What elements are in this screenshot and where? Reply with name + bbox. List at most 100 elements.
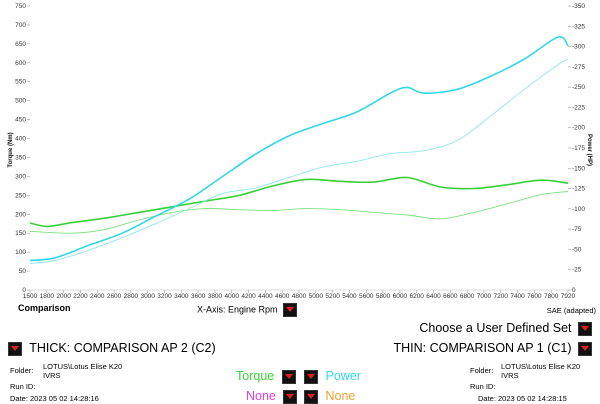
x-tick-label: 5000 [309,293,324,300]
left-tick-label: 0 [22,287,26,294]
series-line-power-thin-c1 [29,58,569,264]
left-run-id: Run ID: [10,382,36,391]
right-folder-label: Folder: [470,366,494,375]
left-axis-label: Torque (Nm) [8,132,14,167]
x-tick-label: 4200 [241,293,256,300]
thick-run-label: THICK: COMPARISON AP 2 (C2) [29,341,216,355]
none-2-dropdown-icon[interactable] [304,389,318,404]
x-axis-selector[interactable]: X-Axis: Engine Rpm [197,303,298,317]
x-tick-label: 5600 [359,293,374,300]
user-set-label: Choose a User Defined Set [419,321,572,335]
x-tick-label: 5200 [325,293,340,300]
x-tick-label: 7800 [544,293,559,300]
right-tick-label: -50 [572,246,582,253]
chart-series [29,35,569,264]
right-run-id: Run ID: [470,382,496,391]
torque-selector-label: Torque [236,369,275,383]
left-folder-path: LOTUS\Lotus Elise K20 IVRS [43,362,122,380]
thin-run-dropdown-icon[interactable] [578,341,592,356]
x-tick-label: 2400 [90,293,105,300]
series-line-torque-thick-c2 [29,176,569,228]
right-tick-label: -250 [572,84,585,91]
thick-run-selector[interactable]: THICK: COMPARISON AP 2 (C2) [8,341,216,356]
thin-run-selector[interactable]: THIN: COMPARISON AP 1 (C1) [393,341,592,356]
power-selector[interactable]: Power [304,369,361,384]
right-tick-label: -75 [572,226,582,233]
x-tick-label: 6400 [426,293,441,300]
thin-run-label: THIN: COMPARISON AP 1 (C1) [393,341,572,355]
x-tick-label: 6600 [443,293,458,300]
left-tick-label: 150 [15,230,26,237]
left-tick-label: 400 [15,136,26,143]
left-tick-label: 50 [19,268,27,275]
right-folder-path: LOTUS\Lotus Elise K20 IVRS [501,362,580,380]
sae-label: SAE (adapted) [546,306,596,315]
right-tick-label: -100 [572,206,585,213]
right-folder-line1: LOTUS\Lotus Elise K20 [501,362,581,371]
right-tick-label: -175 [572,145,585,152]
left-tick-label: 200 [15,211,26,218]
left-tick-label: 350 [15,154,26,161]
right-axis-label: Power (HP) [586,134,592,166]
left-folder-label: Folder: [10,366,34,375]
torque-dropdown-icon[interactable] [281,369,296,384]
left-folder-line2: IVRS [43,371,61,380]
right-tick-label: -300 [572,44,585,51]
chart-grid [27,5,571,293]
x-tick-label: 1500 [23,293,38,300]
x-tick-label: 7000 [477,293,492,300]
none-selector-1-label: None [246,389,276,403]
right-tick-label: -225 [572,104,585,111]
user-set-selector[interactable]: Choose a User Defined Set [419,321,592,336]
x-tick-label: 2600 [107,293,122,300]
x-tick-label: 3000 [140,293,155,300]
right-tick-label: 0 [572,287,576,294]
x-tick-label: 4600 [275,293,290,300]
none-selector-2-label: None [325,389,356,403]
left-tick-label: 600 [15,60,26,67]
x-axis-label: X-Axis: Engine Rpm [197,304,278,315]
x-tick-label: 7400 [510,293,525,300]
left-run-info: Folder: [10,366,33,375]
left-tick-label: 450 [15,117,26,124]
x-tick-label: 7200 [494,293,509,300]
x-tick-label: 2200 [73,293,88,300]
x-tick-label: 4000 [225,293,240,300]
power-dropdown-icon[interactable] [304,369,318,384]
x-tick-label: 4800 [292,293,307,300]
x-axis-dropdown-icon[interactable] [283,303,298,317]
right-tick-label: -200 [572,125,585,132]
x-tick-label: 1800 [40,293,55,300]
none-1-dropdown-icon[interactable] [283,389,298,404]
right-run-date: Date: 2023 05 02 14:28:15 [478,394,567,403]
left-tick-label: 750 [15,3,26,10]
thick-run-dropdown-icon[interactable] [8,341,22,356]
x-tick-label: 2800 [124,293,139,300]
left-run-date: Date: 2023 05 02 14:28:16 [10,394,99,403]
x-tick-label: 5400 [342,293,357,300]
left-tick-label: 250 [15,192,26,199]
x-tick-label: 5800 [376,293,391,300]
left-tick-label: 650 [15,41,26,48]
right-tick-label: -125 [572,186,585,193]
dyno-chart: 0 50 100 150 200 250 300 350 400 450 500 550 600 650 7… [8,3,592,300]
user-set-dropdown-icon[interactable] [578,321,592,336]
none-selector-1[interactable]: None [246,389,298,404]
x-tick-label: 3400 [174,293,189,300]
left-tick-label: 300 [15,173,26,180]
x-tick-label: 3600 [191,293,206,300]
right-tick-label: -25 [572,267,582,274]
none-selector-2[interactable]: None [304,389,355,404]
right-folder-line2: IVRS [501,371,519,380]
left-tick-label: 500 [15,98,26,105]
x-tick-label: 7920 [561,293,576,300]
chart-ticks: 0 50 100 150 200 250 300 350 400 450 500 550 600 650 7… [15,3,585,300]
x-tick-label: 7600 [527,293,542,300]
x-tick-label: 3200 [157,293,172,300]
x-tick-label: 2000 [56,293,71,300]
torque-selector[interactable]: Torque [236,369,296,384]
x-tick-label: 4400 [258,293,273,300]
series-line-torque-thin-c1 [29,191,569,234]
x-tick-label: 6800 [460,293,475,300]
left-tick-label: 100 [15,249,26,256]
